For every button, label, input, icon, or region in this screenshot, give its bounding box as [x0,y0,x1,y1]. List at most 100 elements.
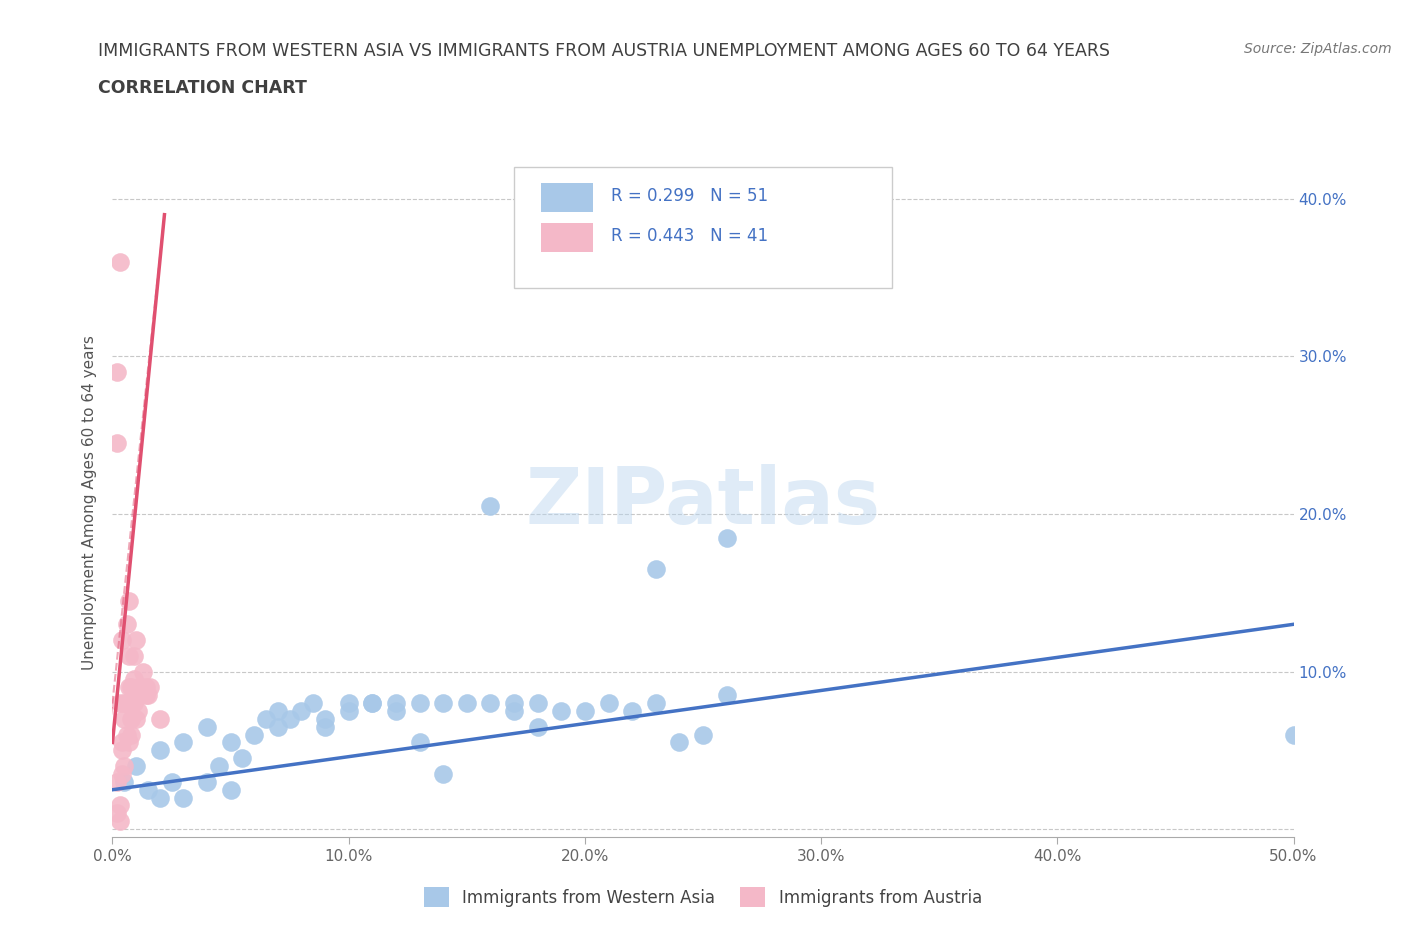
Point [302,696,325,711]
Point [526,719,548,734]
Point [503,703,526,718]
Point [314,719,336,734]
Point [668,735,690,750]
Point [120,727,142,742]
Point [231,751,253,765]
Point [290,703,312,718]
Point [139,680,162,695]
Point [111,743,134,758]
Point [219,735,242,750]
Point [598,696,620,711]
Point [108,814,131,829]
Point [361,696,384,711]
Point [112,775,135,790]
Point [503,696,526,711]
Point [118,593,141,608]
Point [479,696,502,711]
Point [118,680,141,695]
Text: R = 0.443   N = 41: R = 0.443 N = 41 [610,227,768,246]
Point [1282,727,1305,742]
Point [115,696,138,711]
Point [716,688,738,703]
Point [219,782,242,797]
FancyBboxPatch shape [515,167,891,288]
Point [111,632,134,647]
Point [574,703,596,718]
Point [112,696,135,711]
Point [160,775,183,790]
Point [118,648,141,663]
Point [136,782,159,797]
Point [105,775,128,790]
Y-axis label: Unemployment Among Ages 60 to 64 years: Unemployment Among Ages 60 to 64 years [82,335,97,670]
Point [122,648,145,663]
FancyBboxPatch shape [541,223,593,252]
Point [526,696,548,711]
Point [243,727,266,742]
Point [716,530,738,545]
Point [149,790,172,805]
Point [115,727,138,742]
Point [112,759,135,774]
Point [337,696,360,711]
Point [111,766,134,781]
Point [432,696,454,711]
Point [172,790,194,805]
Point [122,696,145,711]
Point [267,719,290,734]
Point [105,435,128,450]
Point [132,664,155,679]
Point [135,680,157,695]
Point [125,759,148,774]
Point [129,688,152,703]
Point [408,696,430,711]
Point [195,719,218,734]
Point [278,711,301,726]
Point [127,703,149,718]
Point [408,735,430,750]
Point [108,798,131,813]
Point [118,735,141,750]
Point [120,696,142,711]
Point [115,617,138,631]
Point [254,711,277,726]
Point [108,696,131,711]
Point [361,696,384,711]
Point [385,703,408,718]
Point [337,703,360,718]
Point [385,696,408,711]
Point [208,759,231,774]
Point [644,562,666,577]
Point [125,711,148,726]
Legend: Immigrants from Western Asia, Immigrants from Austria: Immigrants from Western Asia, Immigrants… [416,879,990,916]
Point [105,806,128,821]
Point [105,365,128,379]
Point [120,680,142,695]
Point [127,680,149,695]
Point [149,711,172,726]
Point [432,766,454,781]
Text: Source: ZipAtlas.com: Source: ZipAtlas.com [1244,42,1392,56]
Point [120,711,142,726]
Text: R = 0.299   N = 51: R = 0.299 N = 51 [610,187,768,206]
Text: CORRELATION CHART: CORRELATION CHART [98,79,308,97]
Point [149,743,172,758]
Point [125,632,148,647]
Point [108,255,131,270]
Point [195,775,218,790]
Point [621,703,644,718]
Point [456,696,478,711]
Text: ZIPatlas: ZIPatlas [526,464,880,540]
Point [692,727,714,742]
Point [479,498,502,513]
Text: IMMIGRANTS FROM WESTERN ASIA VS IMMIGRANTS FROM AUSTRIA UNEMPLOYMENT AMONG AGES : IMMIGRANTS FROM WESTERN ASIA VS IMMIGRAN… [98,42,1111,60]
Point [129,680,152,695]
FancyBboxPatch shape [541,183,593,212]
Point [111,735,134,750]
Point [550,703,572,718]
Point [135,688,157,703]
Point [267,703,290,718]
Point [136,688,159,703]
Point [122,672,145,687]
Point [644,696,666,711]
